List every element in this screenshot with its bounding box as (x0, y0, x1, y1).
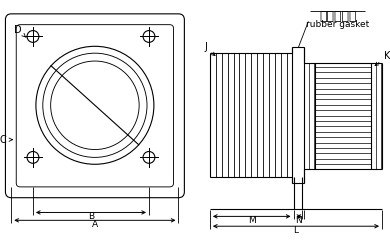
Text: B: B (88, 212, 94, 221)
Text: K: K (375, 51, 390, 66)
Text: J: J (204, 42, 215, 56)
Text: A: A (92, 220, 98, 229)
Text: rubber gasket: rubber gasket (306, 20, 369, 29)
Text: D: D (14, 25, 26, 37)
Text: N: N (296, 216, 302, 225)
Text: 橡胶密封坤: 橡胶密封坤 (319, 10, 356, 23)
Text: L: L (293, 226, 298, 235)
Text: M: M (248, 216, 255, 225)
Text: C: C (0, 135, 12, 145)
